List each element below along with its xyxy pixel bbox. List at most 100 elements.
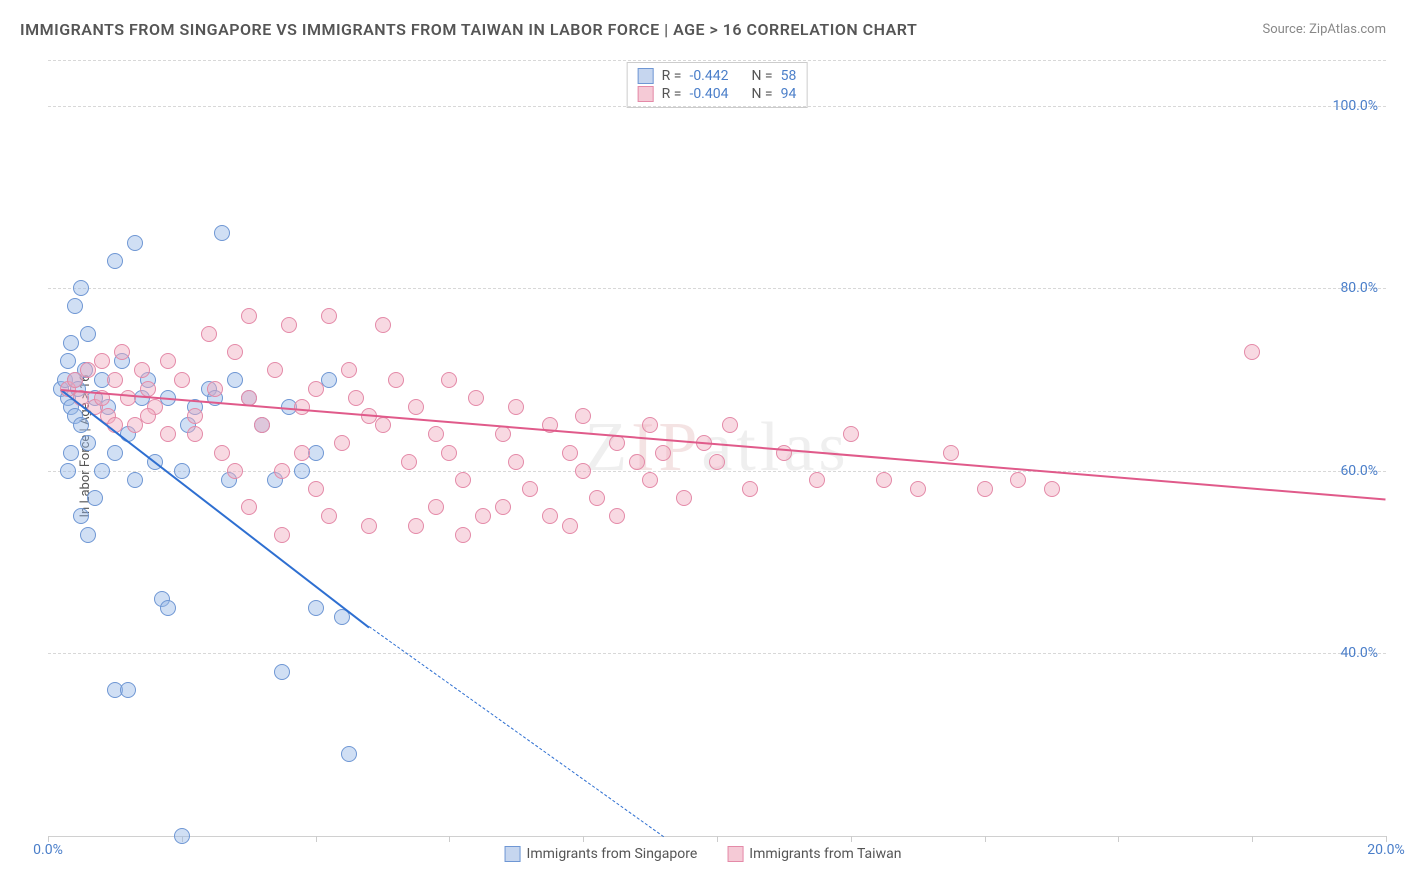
data-point	[321, 508, 337, 524]
data-point	[140, 408, 156, 424]
data-point	[187, 408, 203, 424]
data-point	[63, 445, 79, 461]
data-point	[308, 600, 324, 616]
data-point	[508, 399, 524, 415]
data-point	[274, 664, 290, 680]
chart-plot-area: ZIPatlas R = -0.442 N = 58 R = -0.404 N …	[48, 60, 1386, 837]
data-point	[60, 463, 76, 479]
data-point	[214, 445, 230, 461]
data-point	[114, 344, 130, 360]
data-point	[408, 399, 424, 415]
data-point	[676, 490, 692, 506]
legend-item: Immigrants from Taiwan	[727, 846, 901, 862]
data-point	[334, 435, 350, 451]
data-point	[201, 326, 217, 342]
data-point	[709, 454, 725, 470]
data-point	[722, 417, 738, 433]
data-point	[642, 417, 658, 433]
data-point	[495, 499, 511, 515]
data-point	[455, 472, 471, 488]
regression-line	[369, 626, 664, 837]
data-point	[127, 472, 143, 488]
y-tick-label: 60.0%	[1340, 463, 1378, 479]
data-point	[1044, 481, 1060, 497]
legend-item: Immigrants from Singapore	[505, 846, 698, 862]
data-point	[428, 426, 444, 442]
data-point	[575, 463, 591, 479]
data-point	[254, 417, 270, 433]
data-point	[475, 508, 491, 524]
data-point	[274, 527, 290, 543]
data-point	[455, 527, 471, 543]
data-point	[127, 235, 143, 251]
data-point	[107, 445, 123, 461]
data-point	[140, 381, 156, 397]
regression-line	[61, 389, 1386, 501]
data-point	[160, 426, 176, 442]
data-point	[375, 417, 391, 433]
data-point	[642, 472, 658, 488]
data-point	[308, 381, 324, 397]
data-point	[321, 372, 337, 388]
data-point	[742, 481, 758, 497]
data-point	[174, 372, 190, 388]
source-label: Source: ZipAtlas.com	[1262, 22, 1386, 37]
data-point	[60, 353, 76, 369]
data-point	[977, 481, 993, 497]
data-point	[160, 600, 176, 616]
data-point	[655, 445, 671, 461]
data-point	[67, 298, 83, 314]
gridline	[48, 60, 1386, 61]
data-point	[207, 381, 223, 397]
data-point	[468, 390, 484, 406]
data-point	[87, 490, 103, 506]
singapore-swatch	[505, 846, 521, 862]
stats-row: R = -0.442 N = 58	[638, 67, 797, 85]
taiwan-swatch	[727, 846, 743, 862]
data-point	[609, 508, 625, 524]
data-point	[241, 308, 257, 324]
singapore-swatch	[638, 68, 654, 84]
gridline	[48, 653, 1386, 654]
data-point	[341, 746, 357, 762]
data-point	[562, 445, 578, 461]
y-tick-label: 80.0%	[1340, 280, 1378, 296]
data-point	[94, 353, 110, 369]
data-point	[227, 372, 243, 388]
data-point	[562, 518, 578, 534]
x-tick-label: 20.0%	[1367, 842, 1405, 858]
data-point	[107, 253, 123, 269]
data-point	[321, 308, 337, 324]
data-point	[843, 426, 859, 442]
data-point	[187, 426, 203, 442]
gridline	[48, 106, 1386, 107]
gridline	[48, 288, 1386, 289]
data-point	[274, 463, 290, 479]
data-point	[294, 445, 310, 461]
data-point	[441, 445, 457, 461]
y-tick-label: 40.0%	[1340, 645, 1378, 661]
data-point	[80, 435, 96, 451]
data-point	[542, 508, 558, 524]
data-point	[294, 463, 310, 479]
data-point	[267, 362, 283, 378]
data-point	[73, 280, 89, 296]
data-point	[241, 499, 257, 515]
stats-row: R = -0.404 N = 94	[638, 85, 797, 103]
data-point	[80, 527, 96, 543]
data-point	[120, 682, 136, 698]
data-point	[107, 372, 123, 388]
data-point	[80, 326, 96, 342]
data-point	[609, 435, 625, 451]
data-point	[428, 499, 444, 515]
data-point	[73, 417, 89, 433]
data-point	[575, 408, 591, 424]
data-point	[160, 353, 176, 369]
regression-line	[61, 389, 370, 628]
bottom-legend: Immigrants from Singapore Immigrants fro…	[505, 846, 902, 862]
data-point	[361, 518, 377, 534]
data-point	[120, 390, 136, 406]
data-point	[227, 344, 243, 360]
x-tick-label: 0.0%	[33, 842, 63, 858]
data-point	[629, 454, 645, 470]
